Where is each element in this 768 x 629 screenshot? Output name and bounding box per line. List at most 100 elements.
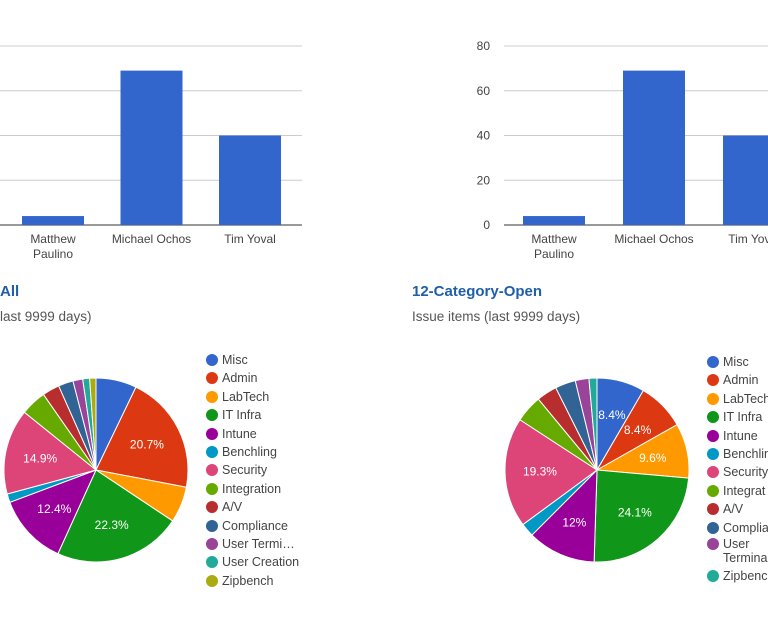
legend-item: Admin xyxy=(707,371,768,389)
legend-label: User Termina xyxy=(723,536,768,565)
legend-swatch xyxy=(206,409,218,422)
legend-swatch xyxy=(206,354,218,366)
legend-label: Zipbench xyxy=(222,573,274,588)
y-tick-label: 0 xyxy=(483,218,490,232)
legend-swatch xyxy=(707,503,719,516)
legend-item: IT Infra xyxy=(707,408,768,426)
legend-swatch xyxy=(707,484,719,497)
y-tick-label: 40 xyxy=(477,129,491,143)
legend-item: User Termi… xyxy=(206,535,299,553)
legend-swatch xyxy=(206,574,218,587)
legend-label: Admin xyxy=(723,373,759,388)
x-tick-label: Michael Ochos xyxy=(614,232,693,246)
x-tick-label: Tim Yoval xyxy=(224,232,276,246)
legend-item: A/V xyxy=(206,498,299,516)
legend-swatch xyxy=(707,569,719,582)
legend-label: A/V xyxy=(222,500,243,515)
pie-slice xyxy=(588,377,598,471)
pie-slice-label: 12% xyxy=(562,515,586,529)
y-tick-label: 60 xyxy=(477,84,491,98)
pie-right-legend: Misc Admin LabTech IT Infra Intune Benchling S… xyxy=(707,353,768,585)
legend-item: Integration xyxy=(206,480,299,498)
legend-label: LabTech xyxy=(222,389,270,404)
pie-slice xyxy=(593,469,690,563)
legend-item: Security xyxy=(206,461,299,479)
x-tick-label: Tim Yoval xyxy=(728,232,768,246)
legend-label: Integration xyxy=(222,481,282,496)
legend-item: Benchling xyxy=(707,445,768,463)
pie-right-title: 12-Category-Open xyxy=(412,283,543,300)
legend-label: Intune xyxy=(723,428,758,443)
legend-label: A/V xyxy=(723,502,744,517)
legend-label: Security xyxy=(723,465,768,480)
pie-left-title: All xyxy=(0,283,20,300)
legend-item: Integrat xyxy=(707,482,768,500)
legend-item: Compliance xyxy=(206,517,299,535)
pie-slice-label: 8.4% xyxy=(624,423,652,437)
legend-item: LabTech xyxy=(707,390,768,408)
legend-label: Compliance xyxy=(222,518,289,533)
legend-item: User Creation xyxy=(206,553,299,571)
pie-slice-label: 22.3% xyxy=(95,518,129,532)
legend-swatch xyxy=(707,411,719,424)
pie-slice xyxy=(531,468,598,563)
pie-slice xyxy=(57,469,174,563)
legend-swatch xyxy=(206,464,218,477)
legend-label: Complia xyxy=(723,520,768,535)
legend-item: Intune xyxy=(206,425,299,443)
pie-slice-label: 8.4% xyxy=(598,408,626,422)
legend-swatch xyxy=(206,372,218,385)
legend-label: Misc xyxy=(222,353,248,367)
legend-swatch xyxy=(707,447,719,460)
legend-item: Benchling xyxy=(206,443,299,461)
legend-item: LabTech xyxy=(206,388,299,406)
legend-swatch xyxy=(206,537,218,550)
legend-label: Benchling xyxy=(723,446,768,461)
pie-slice xyxy=(89,377,97,471)
bar xyxy=(219,135,281,225)
legend-label: IT Infra xyxy=(723,410,763,425)
legend-item: IT Infra xyxy=(206,406,299,424)
legend-label: IT Infra xyxy=(222,408,262,423)
pie-slice-label: 9.6% xyxy=(639,451,667,465)
pie-slice xyxy=(504,419,598,526)
legend-item: Zipbench xyxy=(707,567,768,585)
legend-swatch xyxy=(707,429,719,442)
legend-swatch xyxy=(206,501,218,514)
legend-swatch xyxy=(707,466,719,479)
legend-label: Security xyxy=(222,463,268,478)
legend-swatch xyxy=(206,482,218,495)
legend-label: Benchling xyxy=(222,444,277,459)
x-tick-label: Matthew Paulino xyxy=(30,232,76,261)
legend-item: Zipbench xyxy=(206,572,299,590)
bar xyxy=(523,216,585,225)
x-tick-label: Michael Ochos xyxy=(112,232,191,246)
legend-swatch xyxy=(707,537,719,550)
legend-swatch xyxy=(206,445,218,458)
y-tick-label: 20 xyxy=(477,173,491,187)
pie-slice xyxy=(9,469,97,555)
legend-item: Admin xyxy=(206,369,299,387)
legend-label: LabTech xyxy=(723,391,768,406)
pie-slice xyxy=(3,411,98,495)
pie-slice-label: 14.9% xyxy=(23,451,57,465)
pie-left-legend: Misc Admin LabTech IT Infra Intune Benchling S… xyxy=(206,351,299,590)
pie-slice-label: 12.4% xyxy=(37,502,71,516)
pie-right-subtitle: Issue items (last 9999 days) xyxy=(412,309,581,324)
bar xyxy=(22,216,84,225)
legend-label: User Creation xyxy=(222,555,300,570)
pie-left-subtitle: last 9999 days) xyxy=(0,309,92,324)
legend-swatch xyxy=(707,374,719,387)
bar xyxy=(120,70,183,225)
legend-item: Misc xyxy=(707,353,768,371)
legend-item: Complia xyxy=(707,519,768,537)
legend-label: Integrat xyxy=(723,483,766,498)
legend-item: A/V xyxy=(707,500,768,518)
legend-item: User Termina xyxy=(707,537,768,567)
legend-swatch xyxy=(707,356,719,368)
bar xyxy=(623,70,685,225)
